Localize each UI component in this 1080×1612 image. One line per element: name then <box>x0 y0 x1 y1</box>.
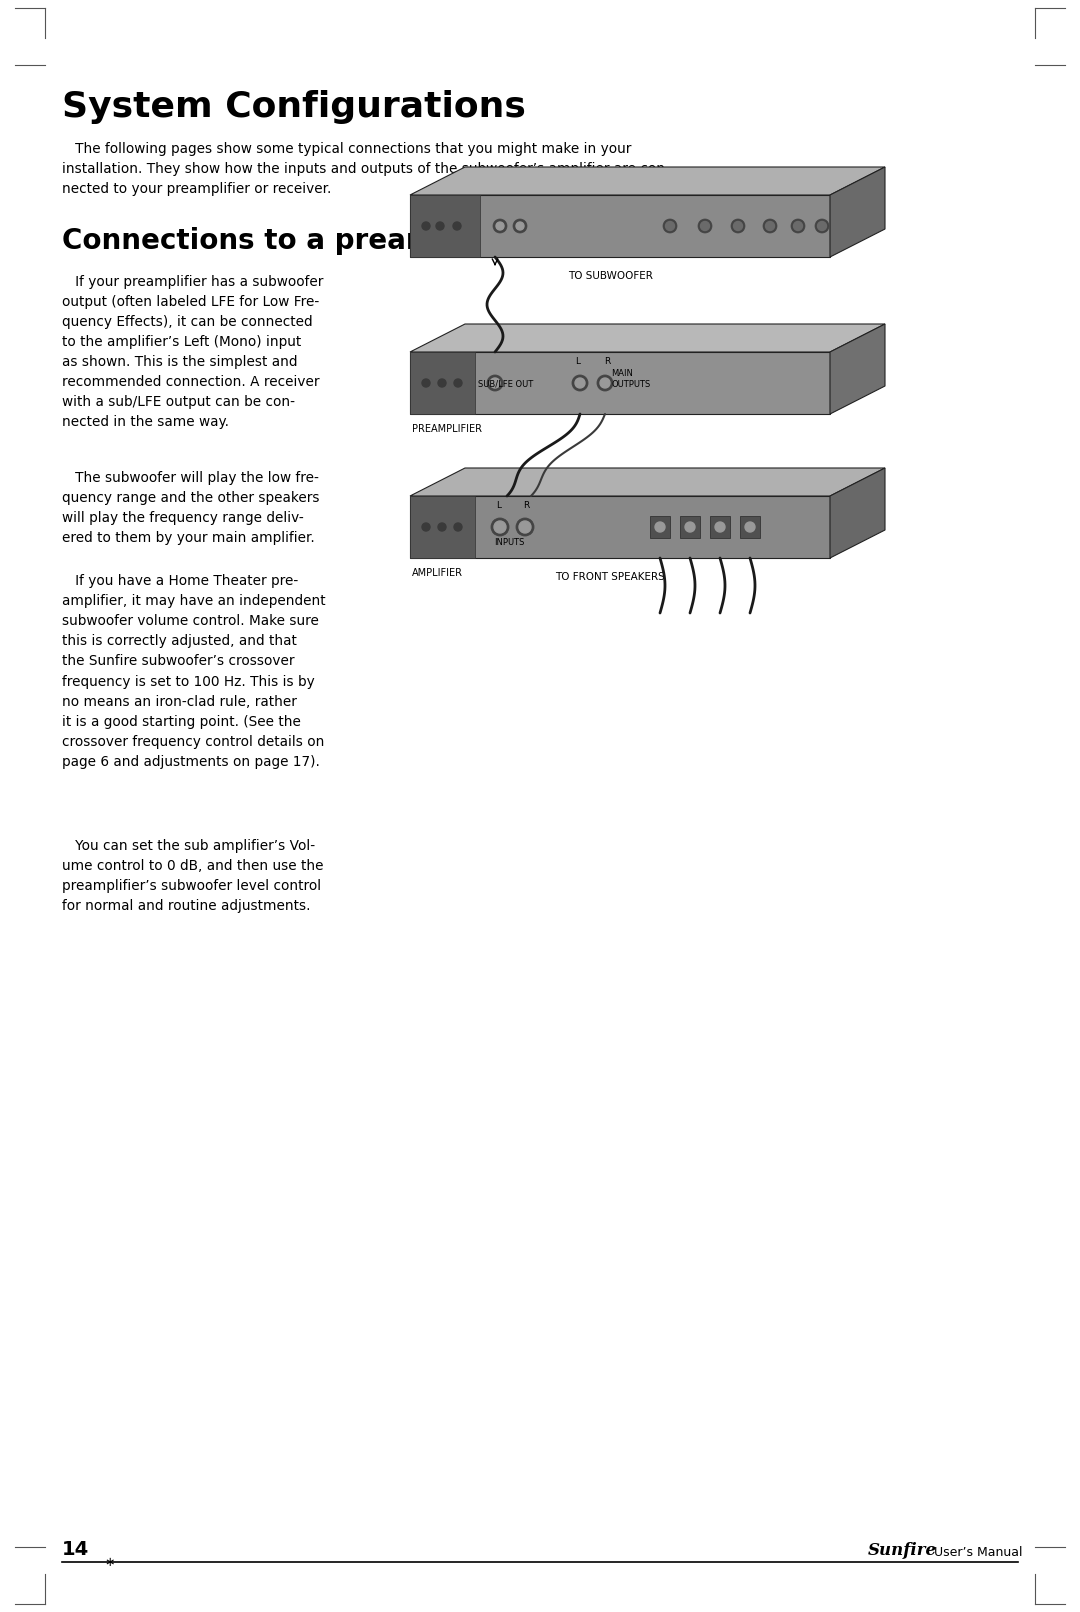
Text: AMPLIFIER: AMPLIFIER <box>411 567 463 579</box>
Polygon shape <box>831 324 885 414</box>
Circle shape <box>665 221 675 231</box>
Circle shape <box>491 517 509 537</box>
Circle shape <box>422 222 430 231</box>
Circle shape <box>698 219 712 234</box>
Circle shape <box>436 222 444 231</box>
Circle shape <box>422 522 430 530</box>
Circle shape <box>815 219 829 234</box>
Circle shape <box>454 379 462 387</box>
Polygon shape <box>710 516 730 538</box>
Circle shape <box>513 219 527 234</box>
Polygon shape <box>410 324 885 351</box>
Circle shape <box>701 221 710 231</box>
Circle shape <box>597 376 613 392</box>
Polygon shape <box>410 467 885 496</box>
Polygon shape <box>831 467 885 558</box>
Circle shape <box>487 376 503 392</box>
Circle shape <box>794 221 802 231</box>
Text: ∗: ∗ <box>105 1556 116 1568</box>
Text: The subwoofer will play the low fre-
quency range and the other speakers
will pl: The subwoofer will play the low fre- que… <box>62 471 320 545</box>
Circle shape <box>516 517 534 537</box>
Polygon shape <box>410 351 831 414</box>
Polygon shape <box>410 351 475 414</box>
Text: User’s Manual: User’s Manual <box>930 1546 1023 1559</box>
Text: System Configurations: System Configurations <box>62 90 526 124</box>
Text: You can set the sub amplifier’s Vol-
ume control to 0 dB, and then use the
pream: You can set the sub amplifier’s Vol- ume… <box>62 838 324 912</box>
Polygon shape <box>650 516 670 538</box>
Text: Sunfire: Sunfire <box>868 1543 937 1559</box>
Text: R: R <box>523 501 529 509</box>
Circle shape <box>733 221 742 231</box>
Circle shape <box>422 379 430 387</box>
Circle shape <box>438 522 446 530</box>
Circle shape <box>818 221 826 231</box>
Polygon shape <box>410 496 831 558</box>
Circle shape <box>600 377 610 388</box>
Circle shape <box>454 522 462 530</box>
Circle shape <box>715 522 725 532</box>
Circle shape <box>572 376 588 392</box>
Circle shape <box>766 221 774 231</box>
Polygon shape <box>410 195 480 256</box>
Circle shape <box>496 222 504 231</box>
Text: The following pages show some typical connections that you might make in your
in: The following pages show some typical co… <box>62 142 670 197</box>
Circle shape <box>453 222 461 231</box>
Circle shape <box>494 521 507 534</box>
Text: L: L <box>576 356 581 366</box>
Text: MAIN
OUTPUTS: MAIN OUTPUTS <box>611 369 650 390</box>
Polygon shape <box>680 516 700 538</box>
Circle shape <box>762 219 777 234</box>
Circle shape <box>745 522 755 532</box>
Circle shape <box>663 219 677 234</box>
Text: TO FRONT SPEAKERS: TO FRONT SPEAKERS <box>555 572 665 582</box>
Circle shape <box>654 522 665 532</box>
Text: TO SUBWOOFER: TO SUBWOOFER <box>568 271 652 280</box>
Text: Connections to a preamplifier’s subwoofer output: Connections to a preamplifier’s subwoofe… <box>62 227 846 255</box>
Circle shape <box>575 377 585 388</box>
Text: If your preamplifier has a subwoofer
output (often labeled LFE for Low Fre-
quen: If your preamplifier has a subwoofer out… <box>62 276 323 429</box>
Circle shape <box>490 377 500 388</box>
Polygon shape <box>740 516 760 538</box>
Text: R: R <box>604 356 610 366</box>
Circle shape <box>492 219 507 234</box>
Text: PREAMPLIFIER: PREAMPLIFIER <box>411 424 482 434</box>
Circle shape <box>438 379 446 387</box>
Circle shape <box>519 521 531 534</box>
Circle shape <box>731 219 745 234</box>
Polygon shape <box>831 168 885 256</box>
Text: L: L <box>497 501 501 509</box>
Text: SUB/LFE OUT: SUB/LFE OUT <box>478 380 534 388</box>
Text: INPUTS: INPUTS <box>494 538 525 546</box>
Circle shape <box>516 222 524 231</box>
Circle shape <box>791 219 805 234</box>
Text: 14: 14 <box>62 1539 90 1559</box>
Text: If you have a Home Theater pre-
amplifier, it may have an independent
subwoofer : If you have a Home Theater pre- amplifie… <box>62 574 326 769</box>
Circle shape <box>685 522 696 532</box>
Polygon shape <box>410 168 885 195</box>
Polygon shape <box>410 195 831 256</box>
Polygon shape <box>410 496 475 558</box>
